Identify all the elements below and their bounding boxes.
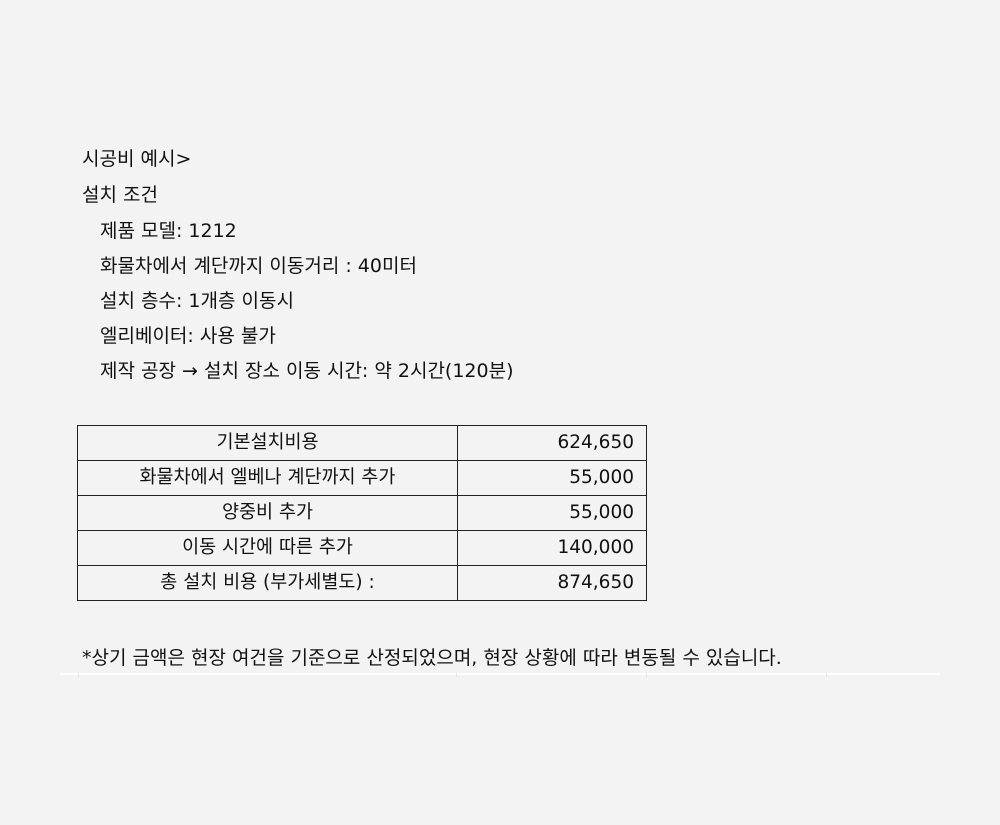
- disclaimer-note: *상기 금액은 현장 여건을 기준으로 산정되었으며, 현장 상황에 따라 변동…: [82, 647, 782, 669]
- cost-item: 총 설치 비용 (부가세별도) :: [77, 565, 458, 601]
- cost-item: 기본설치비용: [77, 425, 458, 461]
- divider-tick: [456, 673, 457, 677]
- condition-distance: 화물차에서 계단까지 이동거리 : 40미터: [100, 255, 417, 277]
- divider-tick: [646, 673, 647, 677]
- condition-floors: 설치 층수: 1개층 이동시: [100, 290, 294, 312]
- cost-table: 기본설치비용 624,650 화물차에서 엘베나 계단까지 추가 55,000 양중…: [77, 425, 647, 601]
- cost-item: 화물차에서 엘베나 계단까지 추가: [77, 460, 458, 496]
- heading: 시공비 예시>: [82, 148, 192, 170]
- conditions-title: 설치 조건: [82, 184, 158, 206]
- table-row: 이동 시간에 따른 추가 140,000: [77, 530, 647, 566]
- condition-model: 제품 모델: 1212: [100, 220, 237, 242]
- cost-amount: 140,000: [457, 530, 647, 566]
- cost-amount: 624,650: [457, 425, 647, 461]
- table-row: 양중비 추가 55,000: [77, 495, 647, 531]
- cost-amount: 55,000: [457, 495, 647, 531]
- table-row: 화물차에서 엘베나 계단까지 추가 55,000: [77, 460, 647, 496]
- table-row: 기본설치비용 624,650: [77, 425, 647, 461]
- cost-item: 이동 시간에 따른 추가: [77, 530, 458, 566]
- cost-item: 양중비 추가: [77, 495, 458, 531]
- divider-tick: [826, 673, 827, 677]
- cost-amount: 874,650: [457, 565, 647, 601]
- condition-travel-time: 제작 공장 → 설치 장소 이동 시간: 약 2시간(120분): [100, 360, 514, 382]
- divider: [60, 673, 940, 675]
- condition-elevator: 엘리베이터: 사용 불가: [100, 325, 276, 347]
- divider-tick: [78, 673, 79, 677]
- cost-amount: 55,000: [457, 460, 647, 496]
- table-row-total: 총 설치 비용 (부가세별도) :874,650: [77, 565, 647, 601]
